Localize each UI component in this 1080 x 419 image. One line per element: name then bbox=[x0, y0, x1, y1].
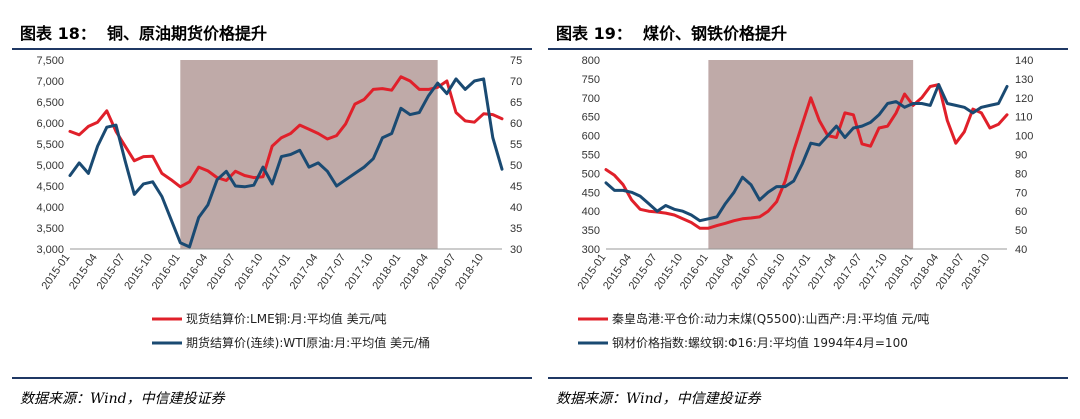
legend-label: 秦皇岛港:平仓价:动力末煤(Q5500):山西产:月:平均值 元/吨 bbox=[612, 311, 929, 326]
y-left-tick-label: 600 bbox=[582, 131, 600, 143]
y-left-tick-label: 650 bbox=[582, 112, 600, 124]
y-left-tick-label: 5,500 bbox=[36, 139, 64, 151]
y-right-tick-label: 110 bbox=[1015, 112, 1033, 124]
title-rule bbox=[12, 48, 532, 50]
y-left-tick-label: 3,000 bbox=[36, 244, 64, 256]
y-left-tick-label: 3,500 bbox=[36, 223, 64, 235]
y-left-tick-label: 5,000 bbox=[36, 160, 64, 172]
source-rule bbox=[12, 377, 532, 379]
y-left-tick-label: 350 bbox=[582, 225, 600, 237]
series-line-1 bbox=[604, 83, 1009, 223]
y-right-tick-label: 130 bbox=[1015, 74, 1033, 86]
y-left-tick-label: 500 bbox=[582, 168, 600, 180]
y-left-tick-label: 550 bbox=[582, 150, 600, 162]
y-right-tick-label: 140 bbox=[1015, 55, 1033, 67]
coal-steel-line-chart: 300 350 400 450 500 550 600 650 700 750 800 40 50 60 7… bbox=[575, 55, 1033, 350]
y-left-tick-label: 4,000 bbox=[36, 202, 64, 214]
y-right-tick-label: 40 bbox=[510, 202, 522, 214]
y-right-tick-label: 120 bbox=[1015, 93, 1033, 105]
chart-panel-copper-oil: 图表 18： 铜、原油期货价格提升 3,000 3,500 4,000 4,500 5,… bbox=[12, 0, 532, 419]
source-rule bbox=[548, 377, 1068, 379]
y-left-tick-label: 800 bbox=[582, 55, 600, 67]
y-right-tick-label: 30 bbox=[510, 244, 522, 256]
data-source-note: 数据来源：Wind，中信建投证券 bbox=[20, 391, 225, 407]
y-left-tick-label: 750 bbox=[582, 74, 600, 86]
y-right-tick-label: 75 bbox=[510, 55, 522, 67]
series-line-1 bbox=[68, 77, 504, 249]
y-right-tick-label: 70 bbox=[1015, 187, 1027, 199]
x-tick-label: 2018-10 bbox=[453, 252, 486, 292]
legend-label: 钢材价格指数:螺纹钢:Φ16:月:平均值 1994年4月=100 bbox=[612, 335, 908, 350]
y-right-tick-label: 55 bbox=[510, 139, 522, 151]
chart-panel-coal-steel: 图表 19： 煤价、钢铁价格提升 300 350 400 450 500 550 600 65… bbox=[548, 0, 1068, 419]
y-right-tick-label: 60 bbox=[510, 118, 522, 130]
series-line-0 bbox=[68, 75, 504, 189]
y-right-tick-label: 80 bbox=[1015, 168, 1027, 180]
y-right-tick-label: 45 bbox=[510, 181, 522, 193]
y-right-tick-label: 100 bbox=[1015, 131, 1033, 143]
copper-oil-line-chart: 3,000 3,500 4,000 4,500 5,000 5,500 6,000 6,500… bbox=[36, 55, 522, 350]
y-left-tick-label: 450 bbox=[582, 187, 600, 199]
chart-title: 图表 19： 煤价、钢铁价格提升 bbox=[556, 24, 787, 43]
y-right-tick-label: 60 bbox=[1015, 206, 1027, 218]
y-left-tick-label: 7,500 bbox=[36, 55, 64, 67]
legend-label: 期货结算价(连续):WTI原油:月:平均值 美元/桶 bbox=[186, 335, 430, 350]
y-left-tick-label: 7,000 bbox=[36, 76, 64, 88]
y-right-tick-label: 35 bbox=[510, 223, 522, 235]
y-left-tick-label: 700 bbox=[582, 93, 600, 105]
y-right-tick-label: 40 bbox=[1015, 244, 1027, 256]
y-right-tick-label: 70 bbox=[510, 76, 522, 88]
y-left-tick-label: 400 bbox=[582, 206, 600, 218]
y-left-tick-label: 6,000 bbox=[36, 118, 64, 130]
title-rule bbox=[548, 48, 1068, 50]
y-right-tick-label: 65 bbox=[510, 97, 522, 109]
chart-title: 图表 18： 铜、原油期货价格提升 bbox=[20, 24, 267, 43]
y-left-tick-label: 300 bbox=[582, 244, 600, 256]
legend-label: 现货结算价:LME铜:月:平均值 美元/吨 bbox=[186, 311, 387, 326]
y-right-tick-label: 50 bbox=[1015, 225, 1027, 237]
shaded-period bbox=[180, 60, 438, 249]
data-source-note: 数据来源：Wind，中信建投证券 bbox=[556, 391, 761, 407]
y-left-tick-label: 4,500 bbox=[36, 181, 64, 193]
y-left-tick-label: 6,500 bbox=[36, 97, 64, 109]
y-right-tick-label: 90 bbox=[1015, 150, 1027, 162]
y-right-tick-label: 50 bbox=[510, 160, 522, 172]
